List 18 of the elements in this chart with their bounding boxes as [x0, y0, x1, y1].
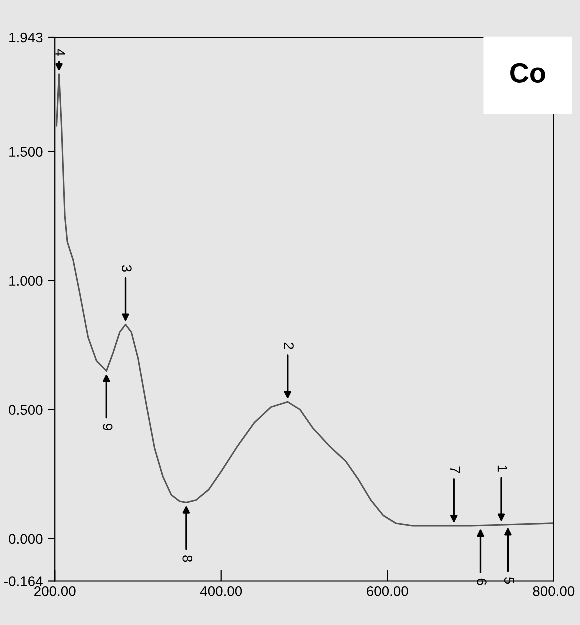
annotation: 9: [102, 424, 113, 430]
y-tick-label: 1.000: [10, 276, 43, 286]
x-tick-label: 400.00: [200, 586, 242, 596]
annotation: Co: [510, 63, 546, 84]
y-tick-label: -0.164: [4, 576, 43, 586]
y-tick-label: 1.943: [10, 32, 43, 43]
annotation: 8: [182, 556, 193, 562]
annotation: 1: [498, 466, 508, 472]
y-tick-label: 0.000: [9, 534, 43, 544]
annotation: 3: [122, 265, 132, 272]
x-tick-label: 600.00: [367, 586, 408, 596]
y-tick-label: 0.500: [9, 405, 43, 416]
annotation: 4: [56, 49, 66, 56]
x-tick-label: 200.00: [34, 586, 76, 596]
y-tick-label: 1.500: [10, 147, 43, 157]
x-tick-label: 800.00: [533, 586, 575, 596]
annotation: 7: [450, 466, 460, 474]
annotation: 2: [284, 342, 294, 350]
